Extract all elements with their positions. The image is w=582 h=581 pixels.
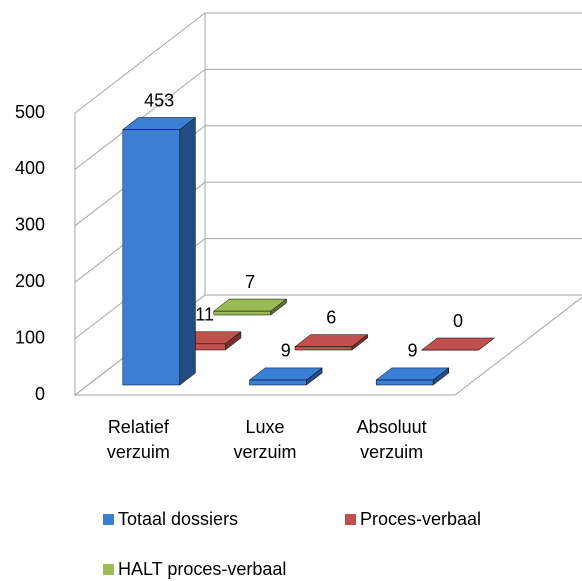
bar-top [122, 117, 197, 130]
bar-top [420, 337, 496, 351]
y-tick-label: 100 [15, 327, 45, 347]
legend-entry: Proces-verbaal [345, 509, 481, 530]
data-label: 7 [245, 272, 255, 292]
bar-front [122, 129, 181, 386]
bar-top [375, 367, 450, 381]
legend-label: Totaal dossiers [118, 509, 239, 529]
legend-entry: Totaal dossiers [103, 509, 238, 530]
legend-label: Proces-verbaal [360, 509, 482, 529]
back-wall [205, 13, 582, 295]
grid-line [74, 12, 206, 114]
legend-swatch [103, 514, 114, 525]
data-label: 0 [453, 311, 463, 331]
bar-top [248, 367, 323, 381]
data-label: 9 [281, 341, 291, 361]
legend-swatch [103, 564, 114, 575]
y-tick-label: 200 [15, 271, 45, 291]
bar-side [179, 117, 196, 386]
bar-top [294, 334, 369, 347]
x-tick-label: Luxe verzuim [233, 417, 297, 462]
bar-front [294, 346, 353, 351]
bar-top [213, 298, 288, 312]
data-label: 9 [407, 341, 417, 361]
data-label: 11 [195, 305, 214, 325]
data-label: 453 [144, 90, 174, 110]
legend-entry: HALT proces-verbaal [103, 559, 286, 580]
bar-front [375, 379, 434, 386]
y-tick-label: 500 [15, 102, 45, 122]
data-label: 6 [326, 307, 336, 327]
y-tick-label: 0 [35, 384, 45, 404]
y-tick-label: 400 [15, 158, 45, 178]
x-tick-label: Relatief verzuim [106, 417, 170, 462]
bar-front [249, 379, 307, 386]
y-tick-label: 300 [15, 215, 45, 235]
legend-swatch [345, 514, 356, 525]
x-tick-label: Absoluut verzuim [356, 417, 427, 462]
bar-front [213, 310, 272, 316]
legend-label: HALT proces-verbaal [118, 559, 287, 579]
